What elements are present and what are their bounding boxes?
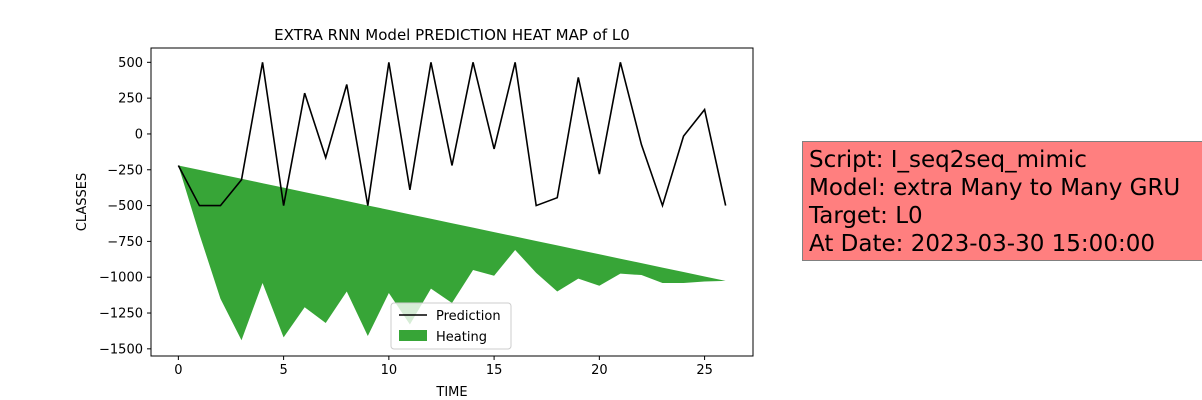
y-tick-label: −1250 — [99, 307, 143, 322]
legend-heating-label: Heating — [436, 330, 487, 345]
info-model-line: Model: extra Many to Many GRU — [809, 175, 1181, 201]
x-tick-label: 0 — [174, 363, 182, 378]
y-axis-label: CLASSES — [75, 173, 90, 231]
prediction-line — [177, 62, 727, 209]
info-script-line: Script: I_seq2seq_mimic — [809, 147, 1087, 173]
legend-heating-swatch — [399, 330, 427, 341]
y-tick-label: −1000 — [99, 271, 143, 286]
y-tick-label: −750 — [107, 235, 143, 250]
y-tick-label: −250 — [107, 163, 143, 178]
axes-frame — [150, 47, 754, 357]
y-axis-ticks: −1500 −1250 −1000 −750 −500 −250 0 250 500 — [99, 56, 151, 357]
info-date-line: At Date: 2023-03-30 15:00:00 — [809, 231, 1155, 257]
x-tick-label: 5 — [279, 363, 287, 378]
chart-title: EXTRA RNN Model PREDICTION HEAT MAP of L… — [274, 26, 630, 44]
y-tick-label: 0 — [135, 127, 143, 142]
heating-area — [178, 165, 726, 341]
legend: Prediction Heating — [390, 302, 512, 350]
y-tick-label: −500 — [107, 199, 143, 214]
info-box: Script: I_seq2seq_mimic Model: extra Man… — [802, 141, 1202, 261]
info-target-line: Target: L0 — [809, 203, 923, 229]
x-tick-label: 10 — [381, 363, 398, 378]
x-tick-label: 15 — [486, 363, 503, 378]
y-tick-label: 250 — [118, 92, 143, 107]
x-tick-label: 20 — [591, 363, 608, 378]
y-tick-label: 500 — [118, 56, 143, 71]
x-axis-label: TIME — [435, 385, 467, 400]
prediction-line-layer — [177, 62, 727, 209]
heating-area-layer — [178, 165, 726, 341]
y-tick-label: −1500 — [99, 342, 143, 357]
x-axis-ticks: 0 5 10 15 20 25 — [174, 356, 713, 378]
x-tick-label: 25 — [696, 363, 713, 378]
legend-prediction-label: Prediction — [436, 309, 501, 324]
chart: 0 5 10 15 20 25 −1500 −1250 −1000 −750 −500 −250 0 2… — [75, 26, 754, 400]
